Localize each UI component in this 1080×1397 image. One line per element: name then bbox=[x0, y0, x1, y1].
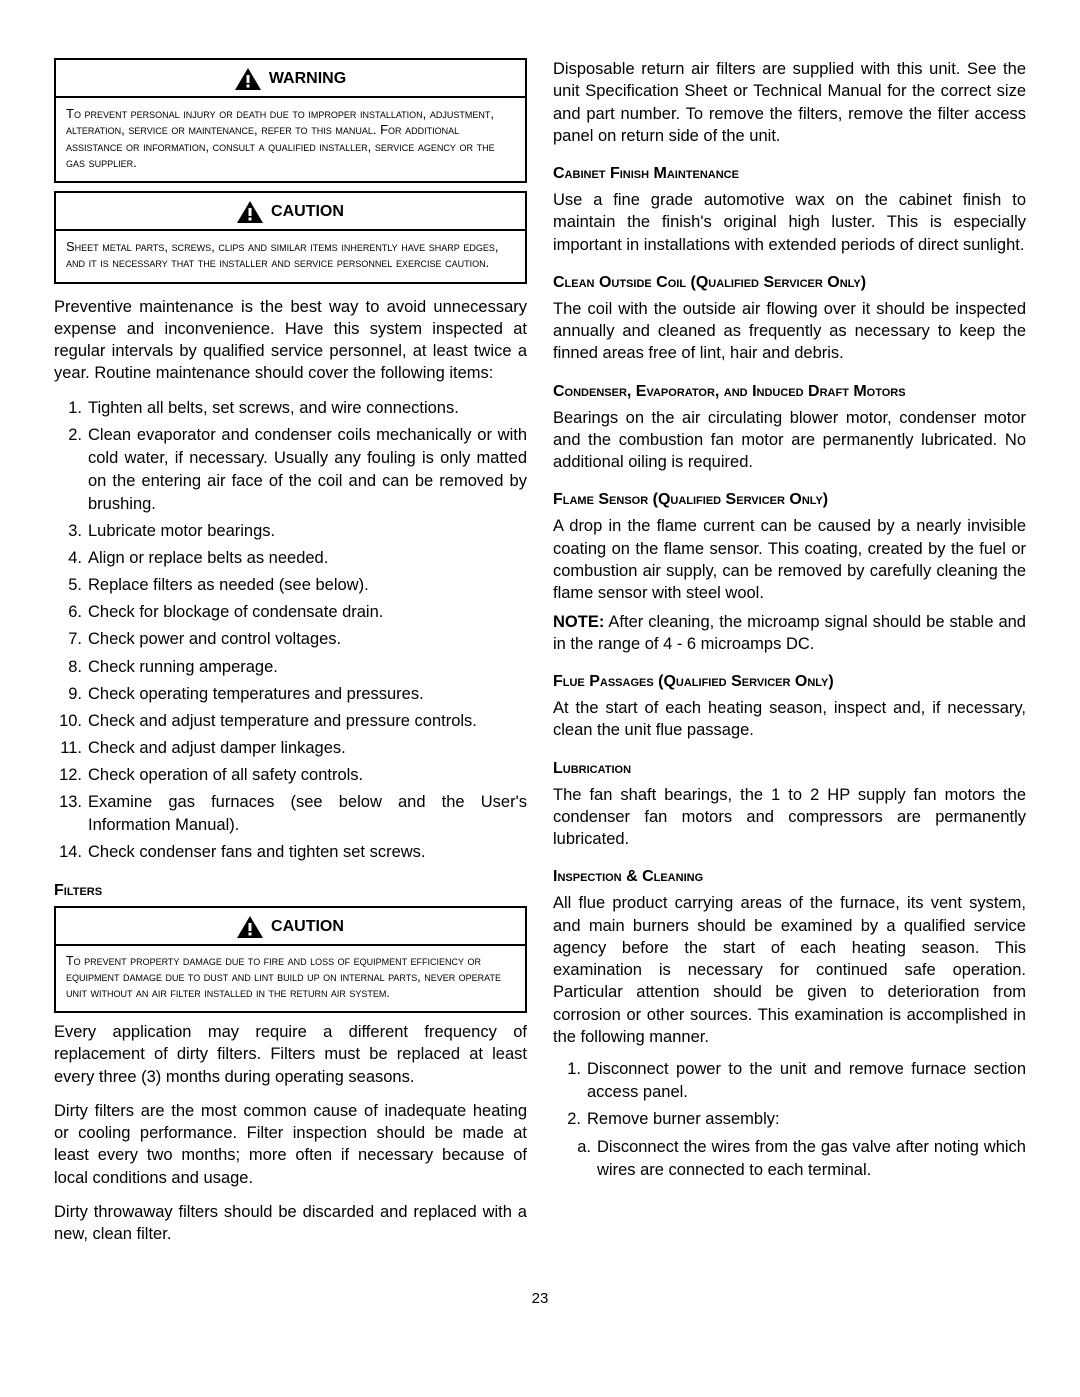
clean-coil-body: The coil with the outside air flowing ov… bbox=[553, 298, 1026, 365]
caution1-header: CAUTION bbox=[56, 193, 525, 231]
page-number: 23 bbox=[54, 1290, 1026, 1307]
inspection-heading: Inspection & Cleaning bbox=[553, 868, 1026, 886]
warning-title: WARNING bbox=[269, 70, 346, 88]
page: WARNING To prevent personal injury or de… bbox=[0, 0, 1080, 1397]
condenser-heading: Condenser, Evaporator, and Induced Draft… bbox=[553, 383, 1026, 401]
list-number: 12. bbox=[54, 764, 88, 787]
list-text: Clean evaporator and condenser coils mec… bbox=[88, 424, 527, 516]
right-column: Disposable return air filters are suppli… bbox=[553, 58, 1026, 1246]
filters-p3: Dirty throwaway filters should be discar… bbox=[54, 1201, 527, 1246]
filters-heading: Filters bbox=[54, 882, 527, 900]
list-text: Check running amperage. bbox=[88, 656, 527, 679]
list-text: Check and adjust temperature and pressur… bbox=[88, 710, 527, 733]
condenser-body: Bearings on the air circulating blower m… bbox=[553, 407, 1026, 474]
list-sub-letter: a. bbox=[569, 1136, 597, 1182]
list-item: 7.Check power and control voltages. bbox=[54, 628, 527, 651]
list-number: 5. bbox=[54, 574, 88, 597]
list-number: 9. bbox=[54, 683, 88, 706]
caution-icon bbox=[237, 201, 263, 223]
list-item: 8.Check running amperage. bbox=[54, 656, 527, 679]
list-text: Remove burner assembly: bbox=[587, 1108, 1026, 1131]
list-item: 11.Check and adjust damper linkages. bbox=[54, 737, 527, 760]
list-text: Check for blockage of condensate drain. bbox=[88, 601, 527, 624]
note-label: NOTE: bbox=[553, 613, 604, 631]
list-item: 12.Check operation of all safety control… bbox=[54, 764, 527, 787]
list-number: 2. bbox=[553, 1108, 587, 1131]
list-item: 1.Disconnect power to the unit and remov… bbox=[553, 1058, 1026, 1104]
list-item: 9.Check operating temperatures and press… bbox=[54, 683, 527, 706]
list-text: Disconnect power to the unit and remove … bbox=[587, 1058, 1026, 1104]
note-body: After cleaning, the microamp signal shou… bbox=[553, 613, 1026, 653]
list-item: 3.Lubricate motor bearings. bbox=[54, 520, 527, 543]
list-sub-text: Disconnect the wires from the gas valve … bbox=[597, 1136, 1026, 1182]
flue-heading: Flue Passages (Qualified Servicer Only) bbox=[553, 673, 1026, 691]
list-subitem: a.Disconnect the wires from the gas valv… bbox=[553, 1136, 1026, 1182]
warning-box: WARNING To prevent personal injury or de… bbox=[54, 58, 527, 183]
list-item: 6.Check for blockage of condensate drain… bbox=[54, 601, 527, 624]
caution-icon bbox=[237, 916, 263, 938]
warning-icon bbox=[235, 68, 261, 90]
list-item: 2.Remove burner assembly: bbox=[553, 1108, 1026, 1131]
list-number: 11. bbox=[54, 737, 88, 760]
list-text: Align or replace belts as needed. bbox=[88, 547, 527, 570]
maintenance-list: 1.Tighten all belts, set screws, and wir… bbox=[54, 397, 527, 865]
caution2-body: To prevent property damage due to fire a… bbox=[56, 946, 525, 1011]
filters-p2: Dirty filters are the most common cause … bbox=[54, 1100, 527, 1189]
list-number: 8. bbox=[54, 656, 88, 679]
caution2-title: CAUTION bbox=[271, 918, 344, 936]
flame-body: A drop in the flame current can be cause… bbox=[553, 515, 1026, 604]
list-text: Check and adjust damper linkages. bbox=[88, 737, 527, 760]
caution1-title: CAUTION bbox=[271, 203, 344, 221]
inspection-list: 1.Disconnect power to the unit and remov… bbox=[553, 1058, 1026, 1181]
flame-note: NOTE: After cleaning, the microamp signa… bbox=[553, 611, 1026, 656]
list-item: 4.Align or replace belts as needed. bbox=[54, 547, 527, 570]
list-number: 4. bbox=[54, 547, 88, 570]
caution1-body: Sheet metal parts, screws, clips and sim… bbox=[56, 231, 525, 282]
list-text: Check power and control voltages. bbox=[88, 628, 527, 651]
inspection-body: All flue product carrying areas of the f… bbox=[553, 892, 1026, 1048]
list-number: 2. bbox=[54, 424, 88, 516]
list-number: 10. bbox=[54, 710, 88, 733]
left-column: WARNING To prevent personal injury or de… bbox=[54, 58, 527, 1246]
list-number: 1. bbox=[54, 397, 88, 420]
list-number: 1. bbox=[553, 1058, 587, 1104]
list-item: 14.Check condenser fans and tighten set … bbox=[54, 841, 527, 864]
list-text: Check operation of all safety controls. bbox=[88, 764, 527, 787]
disposable-paragraph: Disposable return air filters are suppli… bbox=[553, 58, 1026, 147]
list-number: 6. bbox=[54, 601, 88, 624]
cabinet-heading: Cabinet Finish Maintenance bbox=[553, 165, 1026, 183]
list-text: Check operating temperatures and pressur… bbox=[88, 683, 527, 706]
list-item: 2.Clean evaporator and condenser coils m… bbox=[54, 424, 527, 516]
list-text: Tighten all belts, set screws, and wire … bbox=[88, 397, 527, 420]
lubrication-heading: Lubrication bbox=[553, 760, 1026, 778]
filters-p1: Every application may require a differen… bbox=[54, 1021, 527, 1088]
list-item: 5.Replace filters as needed (see below). bbox=[54, 574, 527, 597]
list-item: 13.Examine gas furnaces (see below and t… bbox=[54, 791, 527, 837]
list-number: 14. bbox=[54, 841, 88, 864]
list-item: 10.Check and adjust temperature and pres… bbox=[54, 710, 527, 733]
list-text: Examine gas furnaces (see below and the … bbox=[88, 791, 527, 837]
warning-body: To prevent personal injury or death due … bbox=[56, 98, 525, 181]
warning-header: WARNING bbox=[56, 60, 525, 98]
caution-box-1: CAUTION Sheet metal parts, screws, clips… bbox=[54, 191, 527, 284]
list-number: 13. bbox=[54, 791, 88, 837]
intro-paragraph: Preventive maintenance is the best way t… bbox=[54, 296, 527, 385]
caution2-header: CAUTION bbox=[56, 908, 525, 946]
lubrication-body: The fan shaft bearings, the 1 to 2 HP su… bbox=[553, 784, 1026, 851]
list-number: 3. bbox=[54, 520, 88, 543]
flue-body: At the start of each heating season, ins… bbox=[553, 697, 1026, 742]
caution-box-2: CAUTION To prevent property damage due t… bbox=[54, 906, 527, 1013]
list-text: Replace filters as needed (see below). bbox=[88, 574, 527, 597]
list-item: 1.Tighten all belts, set screws, and wir… bbox=[54, 397, 527, 420]
columns: WARNING To prevent personal injury or de… bbox=[54, 58, 1026, 1246]
clean-coil-heading: Clean Outside Coil (Qualified Servicer O… bbox=[553, 274, 1026, 292]
list-number: 7. bbox=[54, 628, 88, 651]
cabinet-body: Use a fine grade automotive wax on the c… bbox=[553, 189, 1026, 256]
flame-heading: Flame Sensor (Qualified Servicer Only) bbox=[553, 491, 1026, 509]
list-text: Lubricate motor bearings. bbox=[88, 520, 527, 543]
list-text: Check condenser fans and tighten set scr… bbox=[88, 841, 527, 864]
